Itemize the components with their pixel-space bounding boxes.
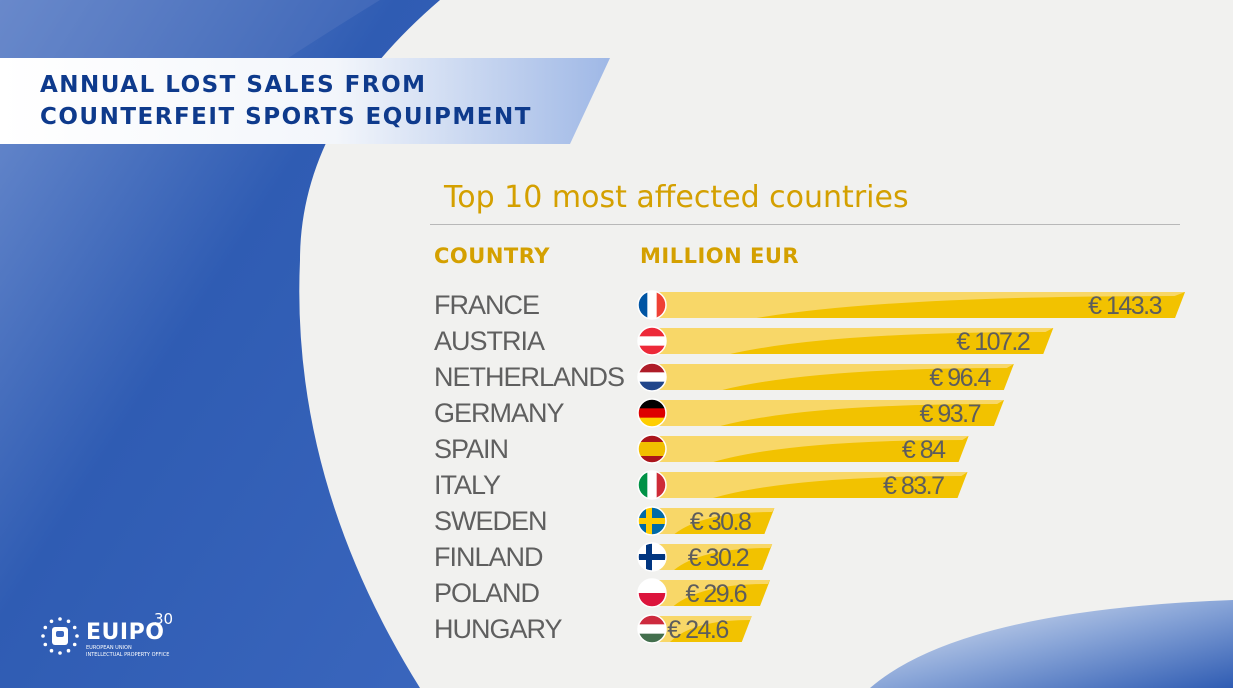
flag-ring bbox=[637, 470, 667, 500]
country-label: AUSTRIA bbox=[434, 326, 545, 356]
page-title-line-2: COUNTERFEIT SPORTS EQUIPMENT bbox=[40, 104, 532, 130]
finland-flag-icon bbox=[638, 543, 666, 571]
value-label: € 24.6 bbox=[667, 616, 728, 644]
value-label: € 29.6 bbox=[686, 580, 747, 608]
bar-highlight bbox=[652, 292, 1186, 318]
bar-highlight bbox=[652, 544, 773, 570]
value-label: € 96.4 bbox=[929, 364, 991, 392]
logo-wordmark: EUIPO bbox=[86, 620, 165, 645]
country-label: NETHERLANDS bbox=[434, 362, 624, 392]
value-label: € 30.8 bbox=[690, 508, 751, 536]
logo-anniversary: 30 bbox=[154, 610, 174, 628]
flag-ring bbox=[637, 362, 667, 392]
column-header-country: COUNTRY bbox=[434, 244, 550, 268]
country-label: GERMANY bbox=[434, 398, 565, 428]
logo-subtitle-line-2: INTELLECTUAL PROPERTY OFFICE bbox=[86, 652, 170, 658]
flag-ring bbox=[637, 326, 667, 356]
flag-ring bbox=[637, 578, 667, 608]
bar-highlight bbox=[652, 436, 969, 462]
bar-highlight bbox=[652, 580, 771, 606]
country-label: ITALY bbox=[434, 470, 501, 500]
flag-ring bbox=[637, 398, 667, 428]
spain-flag-icon bbox=[638, 435, 666, 463]
netherlands-flag-icon bbox=[638, 363, 666, 391]
value-label: € 93.7 bbox=[919, 400, 980, 428]
italy-flag-icon bbox=[638, 471, 666, 499]
country-label: SWEDEN bbox=[434, 506, 547, 536]
chart-subtitle: Top 10 most affected countries bbox=[444, 180, 909, 215]
austria-flag-icon bbox=[638, 327, 666, 355]
bar-highlight bbox=[652, 616, 752, 642]
poland-flag-icon bbox=[638, 579, 666, 607]
country-label: FRANCE bbox=[434, 290, 539, 320]
germany-flag-icon bbox=[638, 399, 666, 427]
value-label: € 30.2 bbox=[688, 544, 749, 572]
value-label: € 143.3 bbox=[1088, 292, 1162, 320]
euipo-emblem-icon bbox=[41, 617, 79, 655]
page-title-line-1: ANNUAL LOST SALES FROM bbox=[40, 72, 427, 98]
bar-highlight bbox=[652, 328, 1054, 354]
hungary-flag-icon bbox=[638, 615, 666, 643]
bar-highlight bbox=[652, 508, 775, 534]
country-label: FINLAND bbox=[434, 542, 543, 572]
value-label: € 84 bbox=[902, 436, 946, 464]
bar-highlight bbox=[652, 472, 968, 498]
column-header-value: MILLION EUR bbox=[640, 244, 800, 268]
flag-ring bbox=[637, 542, 667, 572]
flag-ring bbox=[637, 506, 667, 536]
sweden-flag-icon bbox=[638, 507, 666, 535]
logo-subtitle-line-1: EUROPEAN UNION bbox=[86, 645, 132, 651]
bar-highlight bbox=[652, 400, 1005, 426]
flag-ring bbox=[637, 290, 667, 320]
france-flag-icon bbox=[638, 291, 666, 319]
bar-highlight bbox=[652, 364, 1014, 390]
euipo-logo: EUIPO 30 EUROPEAN UNION INTELLECTUAL PRO… bbox=[40, 610, 240, 662]
country-label: SPAIN bbox=[434, 434, 508, 464]
subtitle-divider bbox=[430, 224, 1180, 225]
title-banner bbox=[0, 58, 610, 144]
value-label: € 107.2 bbox=[956, 328, 1030, 356]
flag-ring bbox=[637, 434, 667, 464]
value-label: € 83.7 bbox=[883, 472, 944, 500]
country-label: POLAND bbox=[434, 578, 540, 608]
flag-ring bbox=[637, 614, 667, 644]
country-label: HUNGARY bbox=[434, 614, 563, 644]
